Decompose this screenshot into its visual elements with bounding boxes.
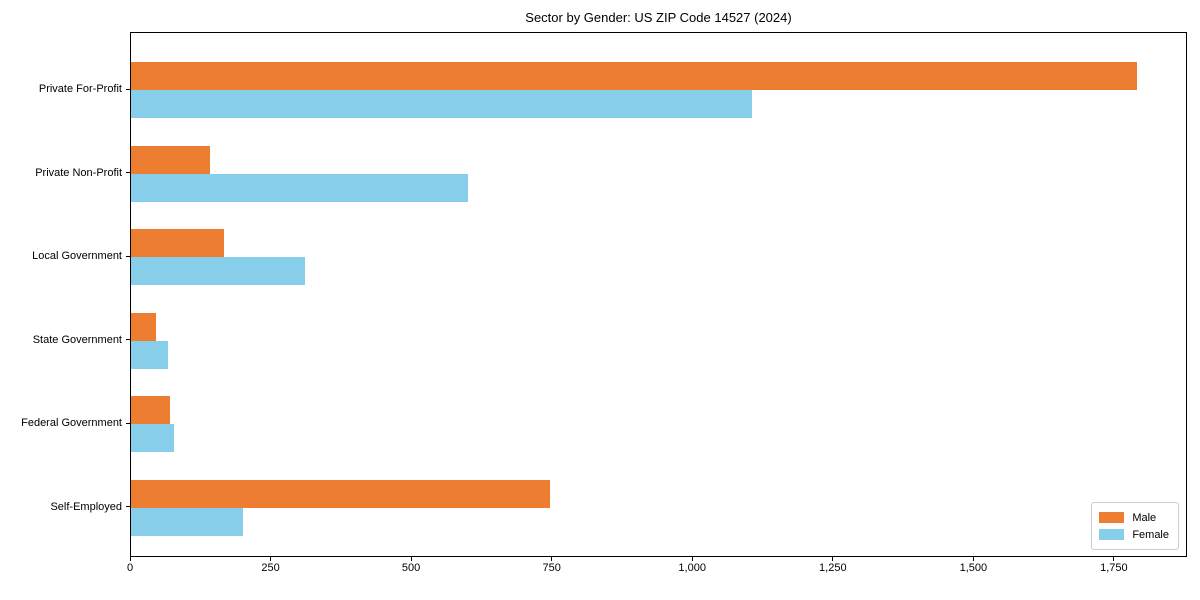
bar-female-local-government (131, 257, 306, 285)
bar-female-private-for-profit (131, 90, 753, 118)
xtick-mark (691, 557, 693, 561)
bar-female-federal-government (131, 424, 175, 452)
chart-title: Sector by Gender: US ZIP Code 14527 (202… (525, 10, 792, 25)
legend-swatch-female (1099, 529, 1125, 540)
xtick-label-1-250: 1,250 (819, 562, 847, 574)
legend: Male Female (1091, 502, 1179, 550)
bar-male-federal-government (131, 396, 171, 424)
legend-label-male: Male (1132, 511, 1157, 524)
xtick-mark (972, 557, 974, 561)
legend-label-female: Female (1132, 528, 1169, 541)
ytick-mark (126, 255, 130, 257)
ytick-label-private-for-profit: Private For-Profit (38, 83, 122, 95)
bar-female-private-non-profit (131, 173, 469, 202)
bar-male-private-non-profit (131, 145, 210, 174)
ytick-mark (126, 422, 130, 424)
ytick-mark (126, 339, 130, 340)
ytick-label-state-government: State Government (32, 333, 122, 346)
xtick-label-250: 250 (261, 562, 280, 574)
bar-male-private-for-profit (131, 62, 1138, 90)
bar-male-state-government (131, 312, 157, 341)
xtick-mark (1113, 557, 1115, 561)
ytick-mark (126, 88, 130, 90)
ytick-label-self-employed: Self-Employed (50, 500, 122, 513)
bar-female-self-employed (131, 507, 244, 536)
legend-entry-male: Male (1099, 509, 1169, 526)
xtick-label-1-750: 1,750 (1100, 562, 1128, 574)
ytick-label-local-government: Local Government (32, 250, 122, 262)
ytick-label-private-non-profit: Private Non-Profit (35, 166, 122, 179)
xtick-label-1-500: 1,500 (959, 562, 988, 574)
ytick-mark (126, 172, 130, 173)
bar-male-self-employed (131, 479, 550, 508)
xtick-mark (410, 557, 412, 561)
legend-swatch-male (1099, 512, 1125, 523)
plot-area: Male Female (130, 32, 1187, 557)
ytick-label-federal-government: Federal Government (21, 417, 122, 429)
xtick-mark (551, 557, 553, 561)
xtick-label-1-000: 1,000 (678, 562, 706, 574)
xtick-mark (270, 557, 272, 561)
bar-female-state-government (131, 340, 168, 369)
xtick-mark (129, 557, 131, 561)
legend-entry-female: Female (1099, 526, 1169, 543)
xtick-label-500: 500 (401, 562, 421, 574)
xtick-mark (832, 557, 834, 561)
xtick-label-750: 750 (542, 562, 561, 574)
ytick-mark (126, 506, 130, 507)
xtick-label-0: 0 (126, 562, 134, 574)
bar-male-local-government (131, 229, 224, 257)
